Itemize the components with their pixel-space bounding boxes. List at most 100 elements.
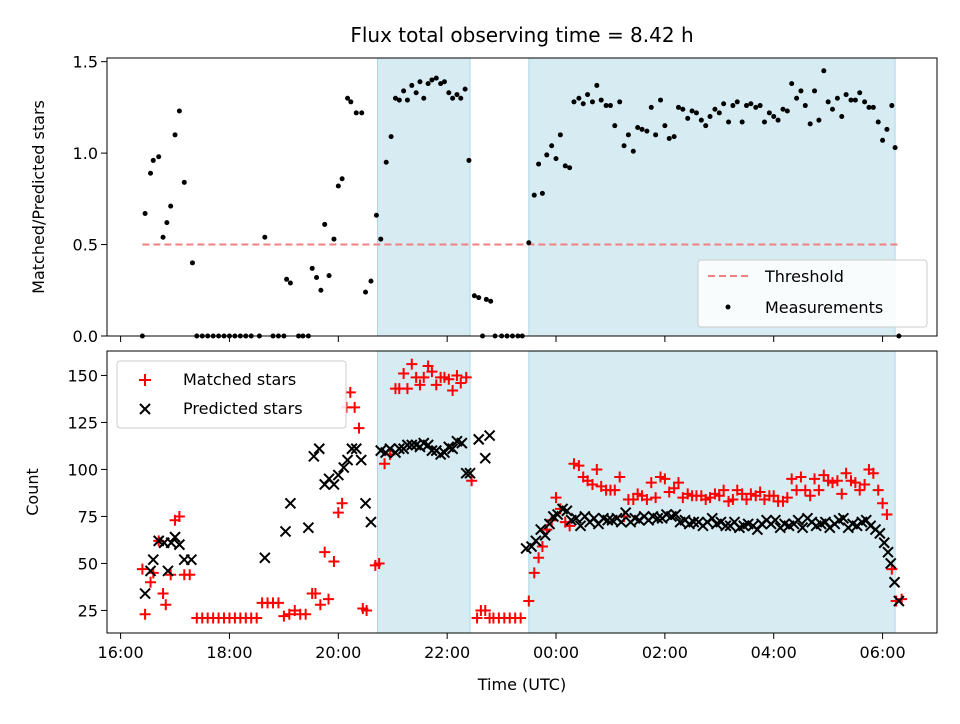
y-tick-label: 125: [67, 413, 98, 432]
matched-star-point: [768, 490, 780, 502]
measurement-point: [866, 104, 872, 110]
measurement-point: [339, 176, 345, 182]
measurement-point: [703, 123, 709, 129]
bottom-highlight-bands: [376, 350, 896, 634]
measurement-point: [189, 260, 195, 266]
predicted-star-point: [144, 565, 157, 577]
y-tick-label: 50: [78, 554, 98, 573]
measurement-point: [825, 99, 831, 105]
x-tick-label: 00:00: [533, 643, 579, 662]
measurement-point: [309, 265, 315, 271]
measurement-point: [889, 103, 895, 109]
predicted-star-point: [473, 433, 485, 446]
measurement-point: [476, 295, 482, 301]
matched-star-point: [568, 458, 580, 470]
matched-star-point: [546, 514, 558, 526]
measurement-point: [378, 236, 384, 242]
matched-star-point: [609, 484, 621, 496]
matched-star-point: [251, 612, 263, 624]
matched-star-point: [872, 484, 884, 496]
measurement-point: [639, 126, 645, 132]
matched-star-point: [379, 458, 391, 470]
measurement-point: [404, 97, 410, 103]
predicted-star-point: [308, 450, 320, 462]
measurement-point: [857, 90, 863, 96]
matched-star-point: [173, 510, 185, 522]
measurement-point: [875, 119, 881, 125]
measurement-point: [739, 119, 745, 125]
bottom-legend: Matched stars Predicted stars: [116, 360, 347, 429]
measurement-point: [802, 103, 808, 109]
y-tick-label: 100: [67, 460, 98, 479]
predicted-star-point: [302, 522, 315, 534]
bottom-y-ticks: 25 50 75 100 125 150: [67, 366, 107, 620]
measurement-point: [862, 99, 868, 105]
measurement-point: [454, 92, 460, 98]
matched-star-point: [471, 612, 483, 624]
top-y-axis-label: Matched/Predicted stars: [29, 100, 48, 294]
predicted-star-point: [393, 443, 405, 455]
legend-predicted-swatch: [139, 403, 151, 415]
legend-threshold-label: Threshold: [764, 267, 844, 286]
matched-star-point: [645, 477, 657, 489]
bottom-axes-frame: [106, 350, 938, 634]
measurement-point: [446, 90, 452, 96]
measurement-point: [816, 117, 822, 123]
predicted-star-point: [359, 497, 372, 509]
predicted-star-point: [162, 565, 174, 577]
measurement-point: [784, 108, 790, 114]
measurement-point: [843, 92, 849, 98]
measurement-point: [553, 156, 559, 162]
measurement-point: [644, 128, 650, 134]
predicted-star-point: [139, 587, 151, 600]
matched-star-point: [786, 473, 798, 485]
measurement-point: [353, 110, 359, 116]
predicted-star-point: [422, 439, 434, 451]
measurement-point: [821, 68, 827, 74]
measurement-point: [753, 104, 759, 110]
matched-star-point: [443, 373, 455, 385]
predicted-star-point: [720, 520, 732, 532]
measurement-point: [589, 99, 595, 105]
measurement-point: [771, 114, 777, 120]
matched-star-point: [157, 588, 169, 600]
predicted-star-point: [888, 576, 901, 588]
matched-star-point: [813, 484, 825, 496]
measurement-point: [748, 101, 754, 107]
predicted-star-point: [769, 514, 782, 526]
measurement-point: [368, 278, 374, 284]
predicted-star-point: [652, 512, 664, 525]
measurement-point: [721, 101, 727, 107]
top-y-ticks: 0.0 0.5 1.0 1.5: [73, 53, 107, 346]
matched-star-point: [344, 386, 356, 398]
matched-star-point: [641, 494, 653, 506]
matched-star-point: [836, 488, 848, 500]
measurement-point: [396, 97, 402, 103]
measurements-series: [139, 68, 902, 339]
matched-star-point: [278, 610, 290, 622]
predicted-star-point: [483, 429, 496, 442]
predicted-star-point: [570, 512, 582, 525]
y-tick-label: 0.5: [73, 236, 98, 255]
measurement-point: [373, 212, 379, 218]
predicted-star-point: [874, 527, 886, 540]
matched-star-point: [323, 593, 335, 605]
bottom-y-axis-label: Count: [23, 468, 42, 516]
predicted-star-point: [882, 546, 894, 558]
measurement-point: [345, 95, 351, 101]
matched-star-point: [319, 546, 331, 558]
matched-star-point: [451, 369, 463, 381]
matched-star-point: [460, 371, 472, 383]
measurement-point: [181, 179, 187, 185]
predicted-star-point: [543, 518, 556, 530]
measurement-point: [884, 126, 890, 132]
measurement-point: [839, 114, 845, 120]
measurement-point: [834, 95, 840, 101]
legend-measurements-swatch: [725, 304, 731, 310]
matched-star-point: [804, 490, 816, 502]
measurement-point: [812, 88, 818, 94]
measurement-point: [698, 117, 704, 123]
measurement-point: [757, 103, 763, 109]
predicted-star-point: [602, 514, 614, 526]
